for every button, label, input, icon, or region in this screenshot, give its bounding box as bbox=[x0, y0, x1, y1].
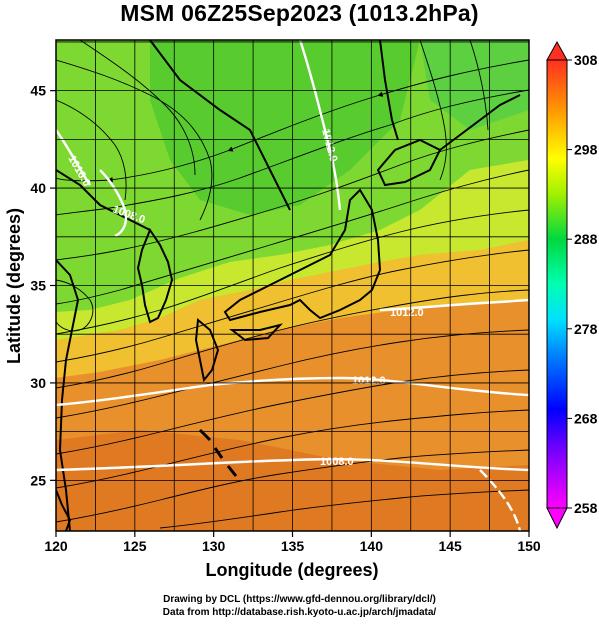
x-tick-label: 150 bbox=[517, 538, 541, 554]
colorbar: 258 268 278 288 298 308 bbox=[546, 40, 598, 530]
isobar-label: 1012.0 bbox=[352, 375, 386, 387]
credit-data-source: Data from http://database.rish.kyoto-u.a… bbox=[162, 607, 437, 618]
colorbar-tick-label: 258 bbox=[574, 500, 598, 516]
colorbar-gradient bbox=[546, 59, 568, 509]
x-tick-label: 145 bbox=[438, 538, 462, 554]
x-tick-label: 140 bbox=[360, 538, 384, 554]
credits: Drawing by DCL (https://www.gfd-dennou.o… bbox=[0, 593, 599, 619]
lat-lon-grid bbox=[56, 40, 529, 531]
isobar-label: 1008.0 bbox=[320, 456, 354, 468]
x-tick-label: 135 bbox=[281, 538, 305, 554]
y-tick-label: 40 bbox=[30, 180, 46, 196]
isobars bbox=[56, 40, 529, 531]
y-tick-label: 30 bbox=[30, 375, 46, 391]
colorbar-ticks: 258 268 278 288 298 308 bbox=[567, 52, 598, 516]
colorbar-tick-label: 278 bbox=[574, 321, 598, 337]
colorbar-bottom-arrow bbox=[546, 507, 568, 530]
x-tick-label: 130 bbox=[202, 538, 226, 554]
x-axis-ticks: 120 125 130 135 140 145 150 bbox=[44, 531, 541, 554]
x-tick-label: 120 bbox=[44, 538, 68, 554]
colorbar-tick-label: 308 bbox=[574, 52, 598, 68]
colorbar-tick-label: 288 bbox=[574, 231, 598, 247]
x-tick-label: 125 bbox=[123, 538, 147, 554]
isobar-label: 1012.0 bbox=[390, 307, 424, 319]
y-axis-ticks: 25 30 35 40 45 bbox=[30, 83, 56, 488]
credit-drawing: Drawing by DCL (https://www.gfd-dennou.o… bbox=[163, 594, 436, 605]
y-tick-label: 35 bbox=[30, 278, 46, 294]
y-axis-title: Latitude (degrees) bbox=[4, 208, 24, 364]
colorbar-tick-label: 268 bbox=[574, 410, 598, 426]
page-title: MSM 06Z25Sep2023 (1013.2hPa) bbox=[120, 0, 479, 26]
y-tick-label: 25 bbox=[30, 472, 46, 488]
colorbar-tick-label: 298 bbox=[574, 142, 598, 158]
x-axis-title: Longitude (degrees) bbox=[205, 560, 378, 580]
wind-streamlines bbox=[56, 40, 529, 529]
colorbar-top-arrow bbox=[546, 40, 568, 61]
y-tick-label: 45 bbox=[30, 83, 46, 99]
